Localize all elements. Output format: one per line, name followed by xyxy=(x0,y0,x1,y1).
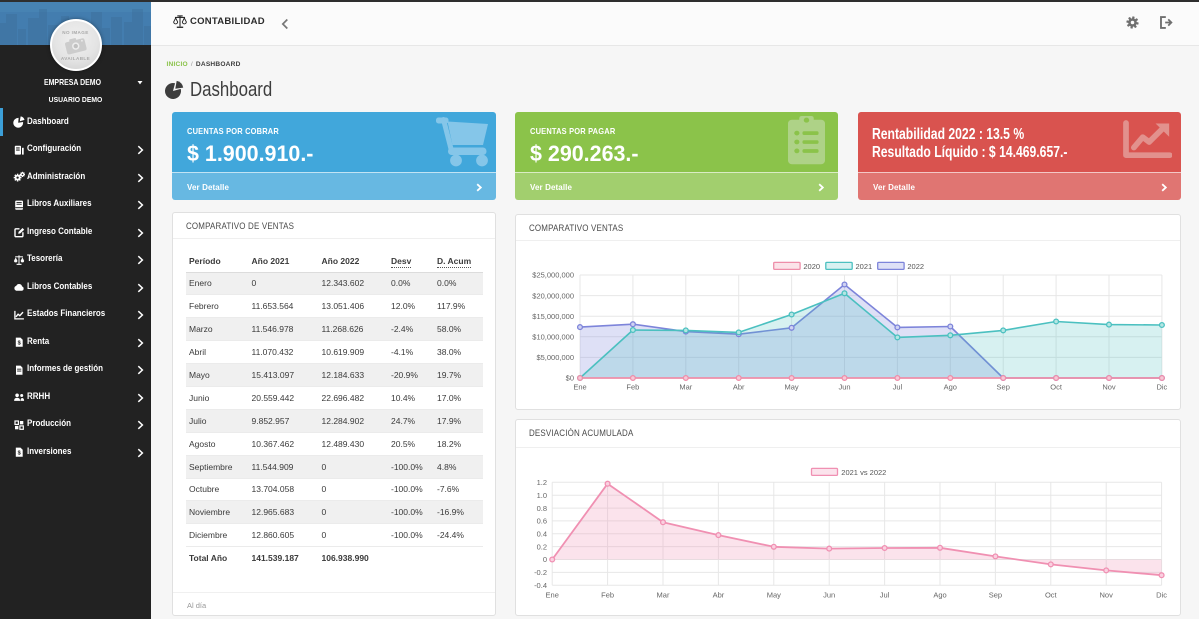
svg-text:Feb: Feb xyxy=(601,591,614,600)
svg-text:Mar: Mar xyxy=(657,591,670,600)
svg-text:2022: 2022 xyxy=(907,262,924,271)
svg-text:$5,000,000: $5,000,000 xyxy=(536,353,574,362)
svg-text:Sep: Sep xyxy=(989,591,1002,600)
svg-text:Ene: Ene xyxy=(573,383,586,392)
svg-text:Dic: Dic xyxy=(1156,383,1167,392)
svg-text:Abr: Abr xyxy=(713,591,725,600)
svg-text:-0.4: -0.4 xyxy=(534,581,547,590)
svg-text:May: May xyxy=(785,383,799,392)
svg-text:Mar: Mar xyxy=(679,383,692,392)
svg-text:0.6: 0.6 xyxy=(537,517,547,526)
svg-text:Jun: Jun xyxy=(838,383,850,392)
svg-text:Feb: Feb xyxy=(626,383,639,392)
svg-text:May: May xyxy=(767,591,781,600)
svg-text:-0.2: -0.2 xyxy=(534,568,547,577)
svg-text:2020: 2020 xyxy=(803,262,820,271)
svg-text:2021 vs 2022: 2021 vs 2022 xyxy=(841,468,886,477)
svg-text:Jul: Jul xyxy=(880,591,890,600)
svg-text:0.4: 0.4 xyxy=(537,530,547,539)
svg-text:$25,000,000: $25,000,000 xyxy=(532,271,574,280)
svg-text:Oct: Oct xyxy=(1045,591,1058,600)
svg-text:1.0: 1.0 xyxy=(537,491,547,500)
svg-text:Ago: Ago xyxy=(944,383,957,392)
svg-text:$20,000,000: $20,000,000 xyxy=(532,291,574,300)
svg-text:0.8: 0.8 xyxy=(537,504,547,513)
svg-text:Nov: Nov xyxy=(1102,383,1116,392)
svg-text:0.2: 0.2 xyxy=(537,542,547,551)
svg-text:$15,000,000: $15,000,000 xyxy=(532,312,574,321)
svg-text:$: $ xyxy=(17,341,21,347)
svg-text:$: $ xyxy=(17,451,21,457)
svg-text:2021: 2021 xyxy=(856,262,873,271)
svg-text:Oct: Oct xyxy=(1050,383,1063,392)
svg-text:Jun: Jun xyxy=(823,591,835,600)
svg-text:Ago: Ago xyxy=(933,591,946,600)
svg-text:Sep: Sep xyxy=(997,383,1010,392)
svg-text:Ene: Ene xyxy=(546,591,559,600)
svg-text:$0: $0 xyxy=(566,374,574,383)
svg-text:Nov: Nov xyxy=(1100,591,1114,600)
svg-text:Jul: Jul xyxy=(893,383,903,392)
svg-text:$10,000,000: $10,000,000 xyxy=(532,333,574,342)
svg-text:Abr: Abr xyxy=(733,383,745,392)
svg-text:1.2: 1.2 xyxy=(537,478,547,487)
svg-text:Dic: Dic xyxy=(1156,591,1167,600)
svg-text:0: 0 xyxy=(543,555,547,564)
